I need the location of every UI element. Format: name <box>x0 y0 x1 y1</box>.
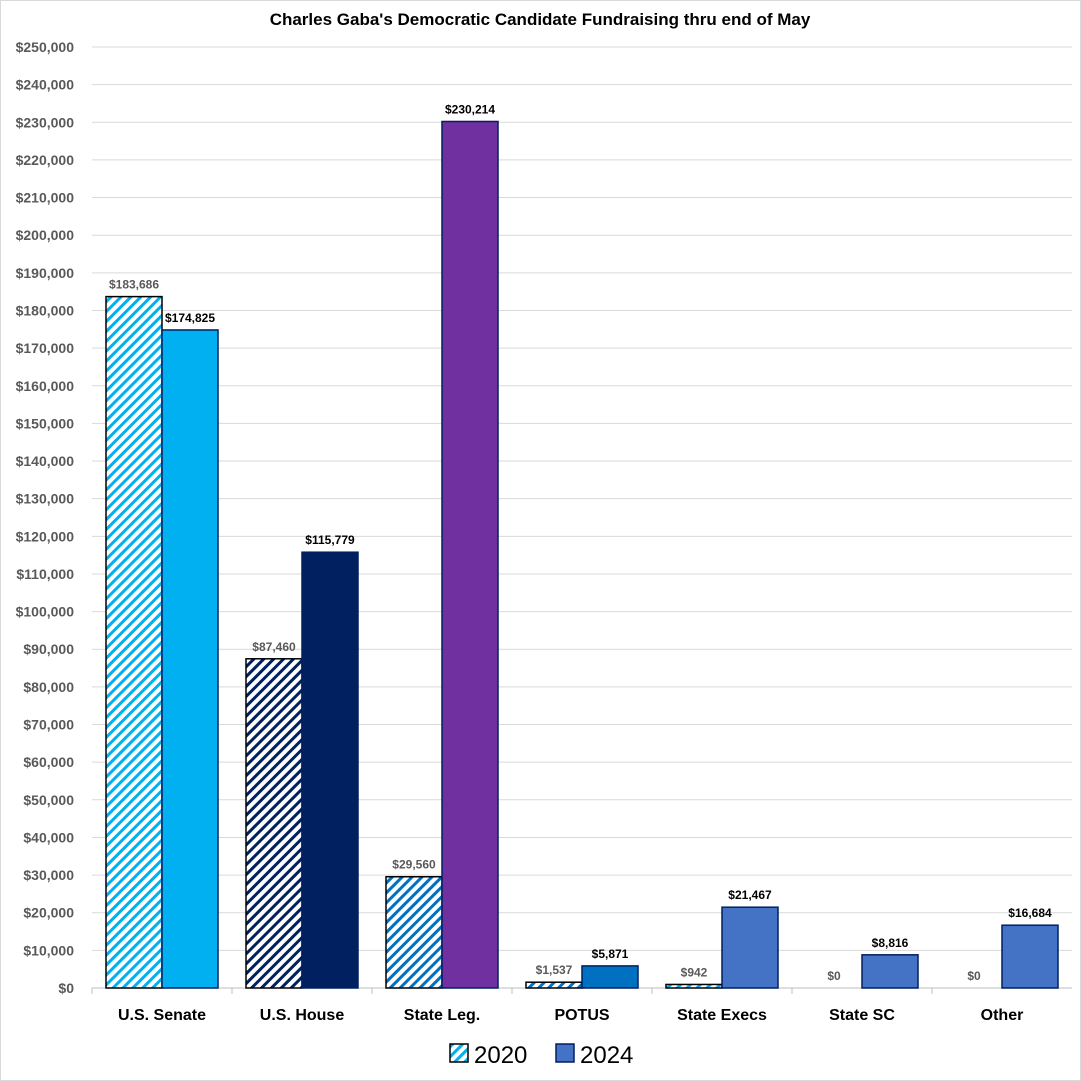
legend-label-2024: 2024 <box>580 1042 633 1069</box>
x-tick-label: U.S. House <box>260 1007 345 1024</box>
y-tick-label: $70,000 <box>23 717 74 733</box>
bar-2024-other <box>1001 924 1059 989</box>
x-tick-label: U.S. Senate <box>118 1007 206 1024</box>
y-tick-label: $250,000 <box>16 39 75 55</box>
bar-2024-state-sc <box>861 954 919 989</box>
y-tick-label: $170,000 <box>16 340 75 356</box>
data-label: $115,779 <box>305 533 355 547</box>
y-tick-label: $30,000 <box>23 867 74 883</box>
bar-2020-state-leg- <box>385 875 443 989</box>
legend-swatch-2020 <box>449 1043 469 1063</box>
data-label: $0 <box>967 969 981 983</box>
y-tick-label: $20,000 <box>23 905 74 921</box>
legend: 2020 2024 <box>449 1042 633 1069</box>
data-label: $21,467 <box>728 888 772 902</box>
y-tick-label: $190,000 <box>16 265 75 281</box>
data-label: $183,686 <box>109 278 159 292</box>
x-tick-label: State Execs <box>677 1007 767 1024</box>
data-label: $16,684 <box>1008 906 1052 920</box>
y-tick-label: $0 <box>58 980 74 996</box>
bar-2024-state-leg- <box>441 120 499 989</box>
y-tick-label: $220,000 <box>16 152 75 168</box>
bar-2024-u-s-senate <box>161 329 219 989</box>
y-tick-label: $120,000 <box>16 528 75 544</box>
y-axis: $0 $10,000 $20,000 $30,000 $40,000 $50,000 $60… <box>16 39 75 996</box>
data-label: $5,871 <box>592 947 629 961</box>
y-tick-label: $110,000 <box>16 566 74 582</box>
y-tick-label: $240,000 <box>16 77 75 93</box>
x-axis: U.S. Senate U.S. House State Leg. POTUS Stat… <box>91 988 1024 1024</box>
y-tick-label: $60,000 <box>23 754 74 770</box>
y-tick-label: $180,000 <box>16 302 75 318</box>
y-tick-label: $50,000 <box>23 792 74 808</box>
bar-2020-u-s-house <box>245 658 303 989</box>
bar-2024-potus <box>581 965 639 989</box>
y-tick-label: $10,000 <box>23 942 74 958</box>
x-tick-label: State SC <box>829 1007 895 1024</box>
bars: $183,686 $174,825 $87,460 $115,779 $29,560 $2… <box>105 102 1059 989</box>
legend-swatch-2024 <box>555 1043 575 1063</box>
y-tick-label: $210,000 <box>16 190 75 206</box>
y-tick-label: $160,000 <box>16 378 75 394</box>
y-tick-label: $90,000 <box>23 641 74 657</box>
x-tick-label: Other <box>981 1007 1024 1024</box>
y-tick-label: $130,000 <box>16 491 75 507</box>
bar-2020-potus <box>525 981 583 989</box>
data-label: $1,537 <box>536 963 573 977</box>
data-label: $174,825 <box>165 311 215 325</box>
data-label: $8,816 <box>872 936 909 950</box>
bar-2020-u-s-senate <box>105 295 163 989</box>
y-tick-label: $40,000 <box>23 829 74 845</box>
y-tick-label: $200,000 <box>16 227 75 243</box>
data-label: $29,560 <box>392 858 436 872</box>
y-tick-label: $230,000 <box>16 114 75 130</box>
y-tick-label: $100,000 <box>16 604 75 620</box>
bar-2024-state-execs <box>721 906 779 989</box>
bar-2020-state-execs <box>665 983 723 989</box>
bar-2024-u-s-house <box>301 551 359 989</box>
data-label: $230,214 <box>445 102 495 116</box>
data-label: $942 <box>681 965 708 979</box>
gridlines <box>92 46 1072 989</box>
legend-label-2020: 2020 <box>474 1042 527 1069</box>
x-tick-label: POTUS <box>554 1007 609 1024</box>
data-label: $87,460 <box>252 640 296 654</box>
x-tick-label: State Leg. <box>404 1007 480 1024</box>
y-tick-label: $140,000 <box>16 453 75 469</box>
data-label: $0 <box>827 969 841 983</box>
y-tick-label: $150,000 <box>16 415 75 431</box>
y-tick-label: $80,000 <box>23 679 74 695</box>
chart-title: Charles Gaba's Democratic Candidate Fund… <box>270 10 811 29</box>
